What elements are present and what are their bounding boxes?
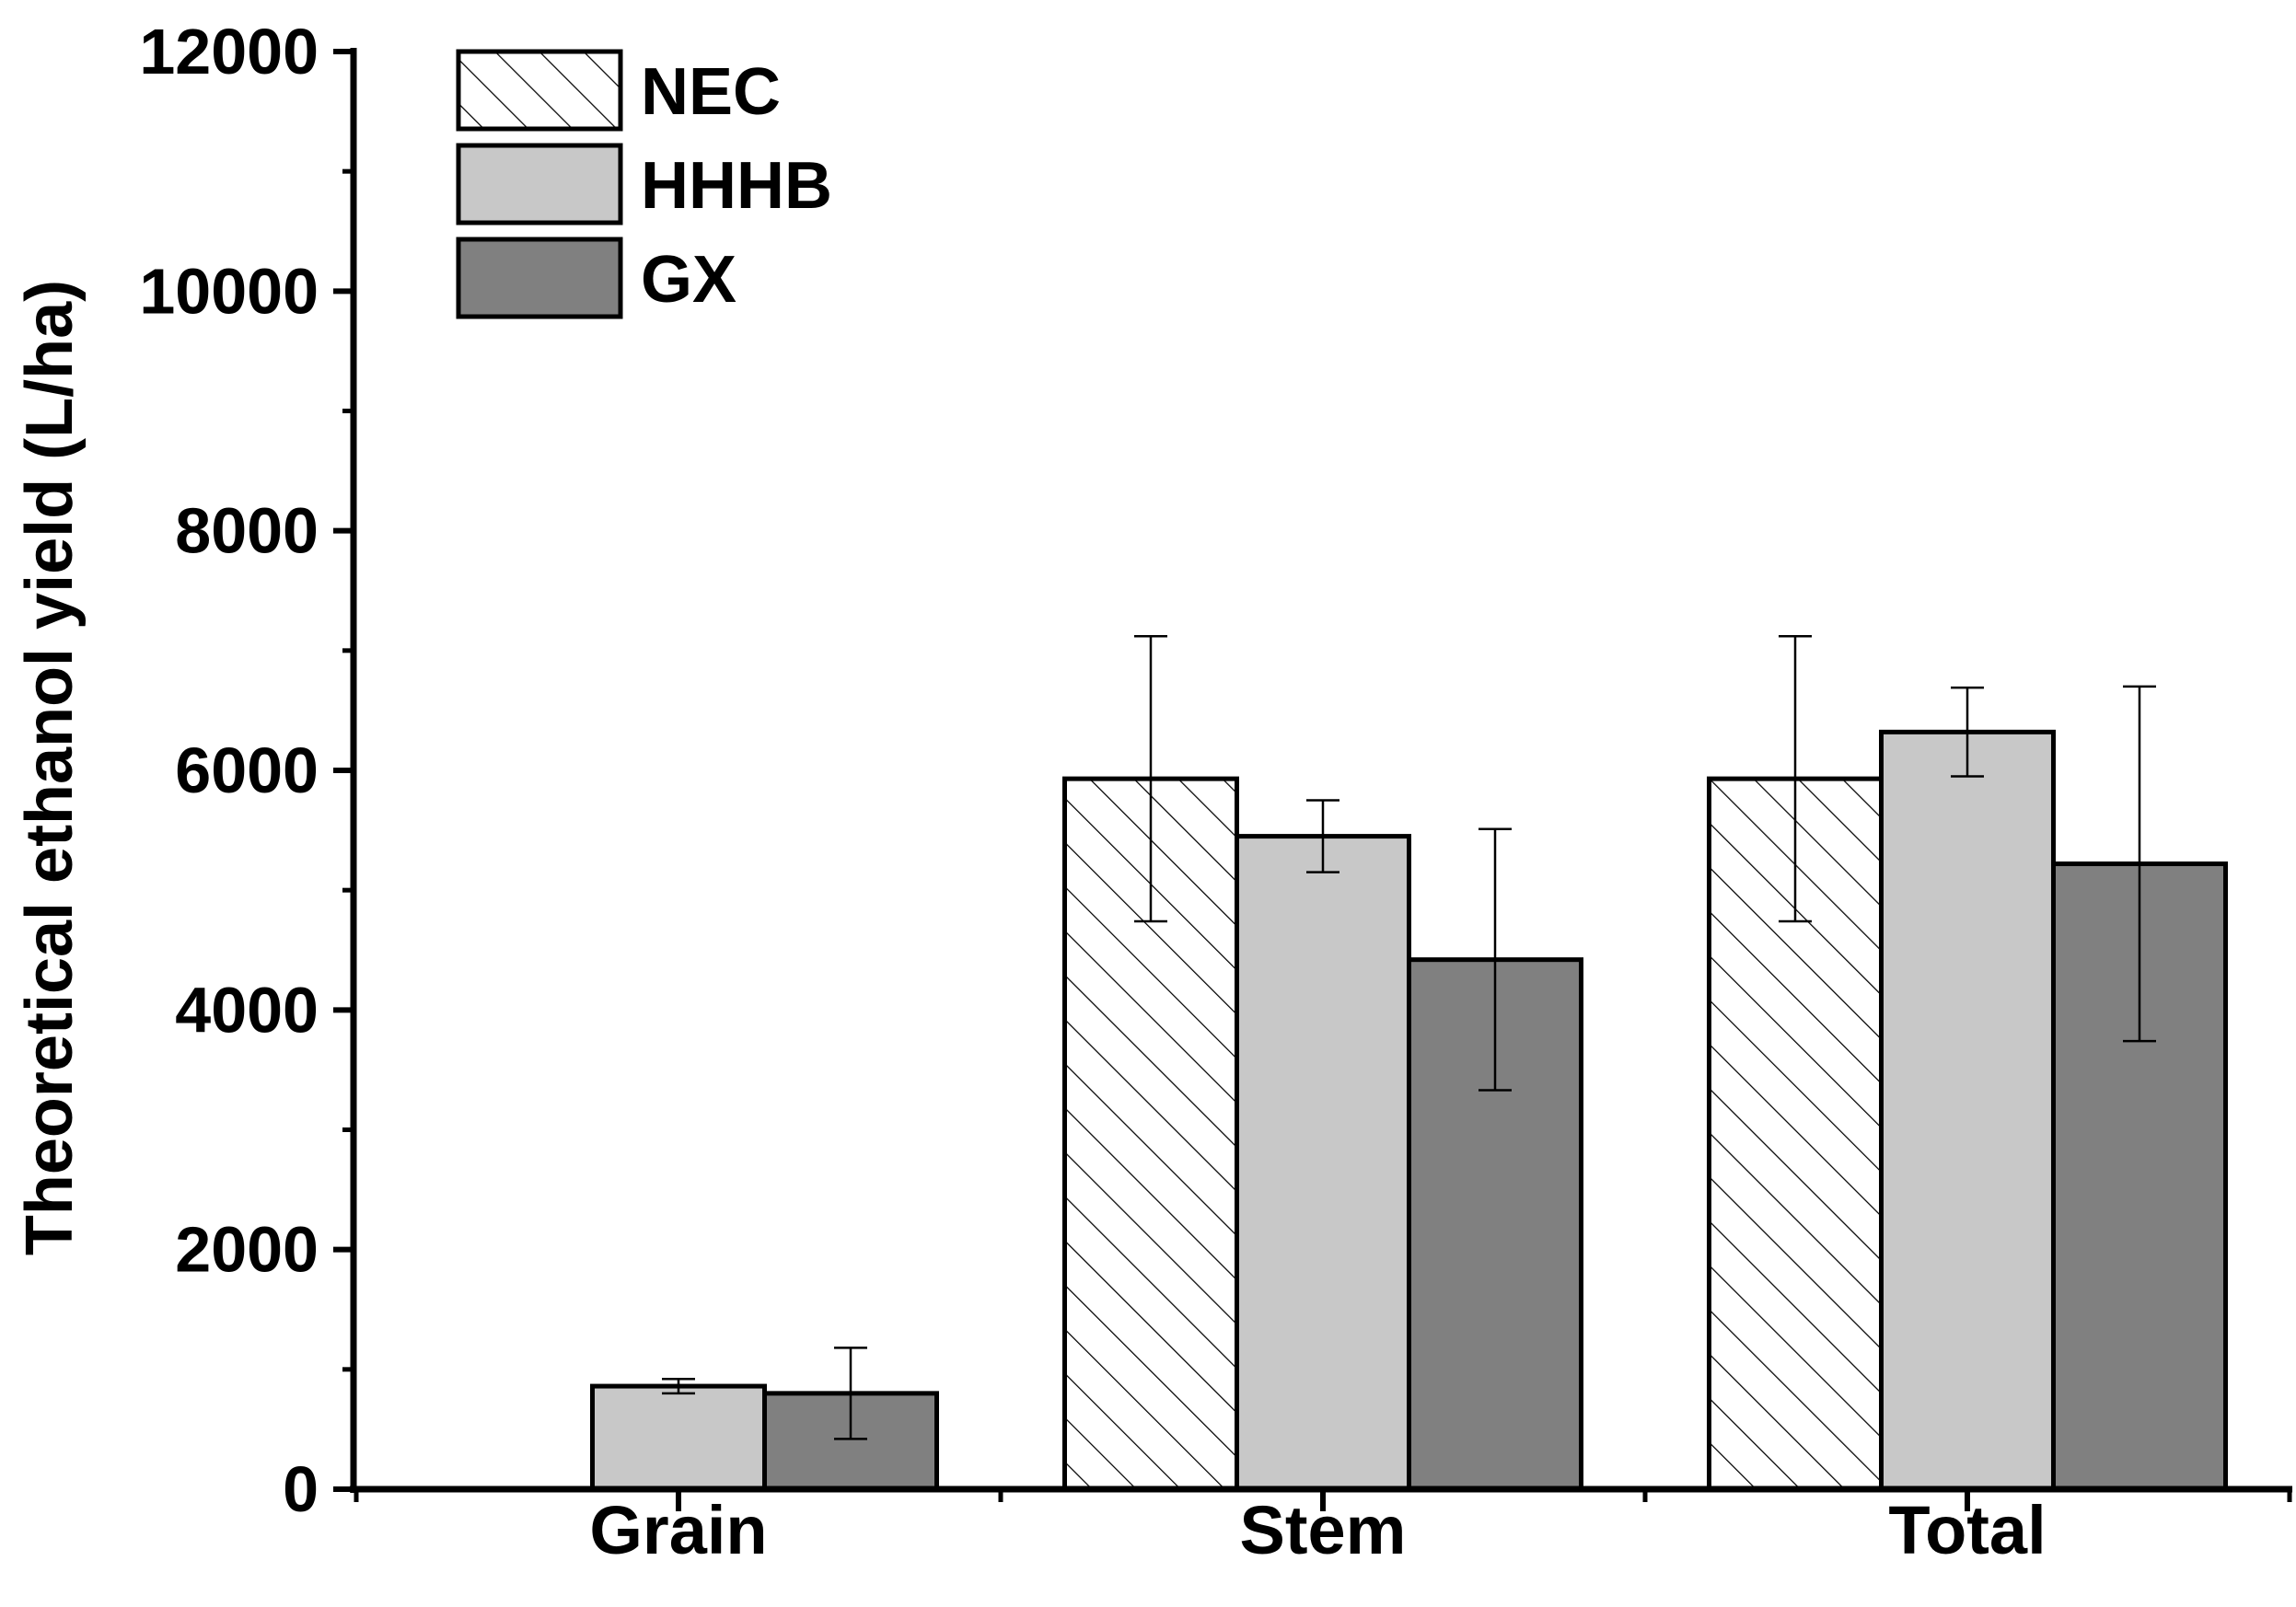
x-tick-label: Stem	[1240, 1492, 1407, 1568]
legend-swatch-hhhb	[456, 143, 623, 225]
y-axis-title: Theoretical ethanol yield (L/ha)	[13, 280, 87, 1255]
y-tick-label: 2000	[175, 1214, 319, 1286]
legend-label-hhhb: HHHB	[641, 149, 832, 223]
y-tick-label: 0	[283, 1453, 319, 1525]
legend-swatch-nec	[456, 49, 623, 132]
legend-label-gx: GX	[641, 243, 736, 317]
error-bars	[662, 634, 2156, 1440]
bar-gx-grain	[762, 1391, 939, 1492]
bars	[590, 729, 2228, 1492]
x-tick-label: Total	[1888, 1492, 2046, 1568]
bar-hhhb-total	[1879, 729, 2056, 1492]
y-tick-label: 4000	[175, 974, 319, 1046]
bar-hhhb-grain	[590, 1383, 767, 1492]
bar-hhhb-stem	[1235, 834, 1411, 1492]
x-tick-label: Grain	[589, 1492, 767, 1568]
legend: NEC HHHB GX	[456, 49, 832, 319]
y-tick-label: 12000	[139, 16, 319, 87]
legend-swatch-gx	[456, 237, 623, 319]
y-tick-label: 10000	[139, 255, 319, 327]
y-tick-label: 8000	[175, 495, 319, 567]
x-axis-ticks: Grain Stem Total	[354, 1489, 2292, 1568]
legend-label-nec: NEC	[641, 55, 781, 129]
y-axis-ticks: 0 2000 4000 6000 8000 10000 12000	[139, 16, 354, 1525]
y-tick-label: 6000	[175, 734, 319, 806]
